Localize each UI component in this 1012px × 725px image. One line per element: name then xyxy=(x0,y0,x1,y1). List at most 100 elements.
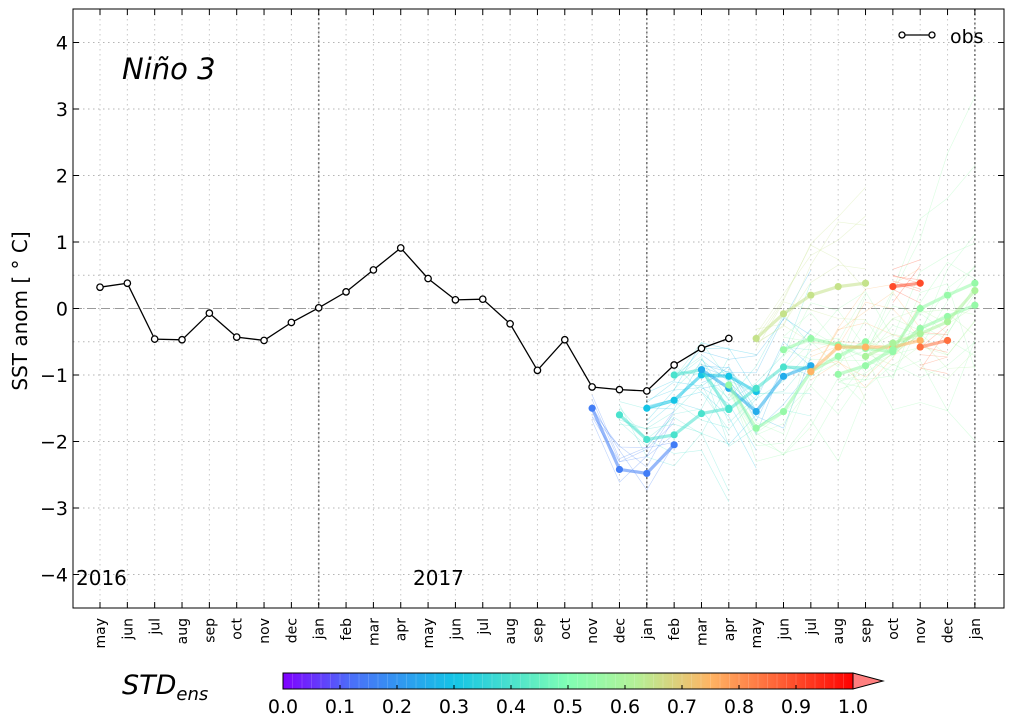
ensemble-member-9-5 xyxy=(838,267,976,391)
forecast-point-5-4 xyxy=(834,352,842,360)
forecast-point-6-0 xyxy=(752,334,760,343)
ensemble-member-7-1 xyxy=(783,234,976,359)
forecast-point-2-1 xyxy=(670,396,678,404)
forecast-point-3-0 xyxy=(670,371,678,379)
forecast-line-12 xyxy=(919,338,948,349)
x-tick-label-25: jun xyxy=(777,618,793,641)
forecast-point-1-1 xyxy=(643,435,651,444)
x-tick-label-24: may xyxy=(749,618,765,649)
colorbar-body xyxy=(282,672,885,690)
ensemble-member-5-6 xyxy=(728,295,866,447)
ensemble-member-4-5 xyxy=(701,356,812,429)
x-tick-label-5: oct xyxy=(230,618,246,640)
x-tick-label-15: aug xyxy=(503,618,519,644)
ensemble-member-5-1 xyxy=(728,362,866,454)
ensemble-member-2-5 xyxy=(646,387,757,451)
forecast-point-11-1 xyxy=(916,279,924,287)
forecast-point-9-3 xyxy=(916,304,924,313)
x-tick-label-21: feb xyxy=(667,618,683,641)
forecast-point-8-1 xyxy=(834,343,842,351)
forecast-point-7-0 xyxy=(779,346,788,354)
y-axis-label: SST anom [ ° C] xyxy=(8,231,32,390)
y-axis-ticks: −4 −3 −2 −1 0 1 2 3 4 xyxy=(40,33,1004,587)
forecast-point-7-7 xyxy=(971,301,979,309)
y-tick-label-2: −2 xyxy=(40,432,68,454)
colorbar-tick-label-8: 0.8 xyxy=(724,696,754,718)
ensemble-member-2-4 xyxy=(646,359,757,411)
x-tick-label-28: sep xyxy=(859,618,875,643)
forecast-point-7-1 xyxy=(807,334,815,343)
x-tick-label-4: sep xyxy=(202,618,218,643)
obs-point-11 xyxy=(396,244,405,252)
x-tick-label-2: jul xyxy=(148,618,164,636)
forecast-point-11-0 xyxy=(889,282,897,291)
legend-obs-label: obs xyxy=(950,26,984,48)
colorbar-label: STDens xyxy=(122,670,208,705)
ensemble-member-11-4 xyxy=(892,276,921,281)
x-tick-label-7: dec xyxy=(284,618,300,643)
ensemble-member-12-6 xyxy=(919,329,948,370)
obs-point-3 xyxy=(178,335,186,344)
forecast-point-5-0 xyxy=(725,381,733,389)
ensemble-member-10-1 xyxy=(865,346,976,380)
legend: obs xyxy=(898,26,984,48)
ensemble-member-7-4 xyxy=(783,283,976,370)
ensemble-member-5-0 xyxy=(728,374,866,436)
x-tick-label-30: nov xyxy=(913,618,929,644)
forecast-point-10-2 xyxy=(916,330,924,338)
ensemble-member-9-2 xyxy=(838,341,976,389)
x-tick-label-32: jan xyxy=(968,618,984,640)
ensemble-member-7-6 xyxy=(783,242,976,343)
x-tick-label-19: dec xyxy=(612,618,628,643)
forecast-point-10-4 xyxy=(971,286,979,295)
obs-point-22 xyxy=(697,344,706,353)
forecast-point-4-2 xyxy=(752,407,760,416)
obs-point-16 xyxy=(533,366,542,375)
forecast-point-10-0 xyxy=(861,352,870,360)
forecast-point-6-4 xyxy=(861,279,870,287)
ensemble-member-5-3 xyxy=(728,383,866,462)
forecast-point-8-2 xyxy=(861,343,870,351)
x-tick-label-29: oct xyxy=(886,618,902,640)
forecast-point-1-0 xyxy=(615,411,624,419)
x-axis-ticks: may jun jul aug sep oct nov dec jan feb mar apr may j… xyxy=(93,9,984,649)
ensemble-member-6-1 xyxy=(756,325,866,400)
ensemble-member-5-4 xyxy=(728,337,866,435)
obs-series xyxy=(96,244,733,395)
x-tick-label-9: feb xyxy=(339,618,355,641)
forecast-point-0-0 xyxy=(588,404,596,412)
x-tick-label-18: nov xyxy=(585,618,601,644)
forecast-point-4-3 xyxy=(779,372,788,380)
obs-point-0 xyxy=(96,283,104,292)
forecast-point-6-1 xyxy=(779,310,788,318)
ensemble-member-6-6 xyxy=(756,264,866,330)
colorbar-tick-label-9: 0.9 xyxy=(781,696,811,718)
colorbar-tick-label-0: 0.0 xyxy=(268,696,298,718)
ensemble-member-12-4 xyxy=(920,356,948,366)
forecast-series xyxy=(588,279,979,478)
forecast-line-9 xyxy=(837,281,976,376)
year-label-2017: 2017 xyxy=(413,566,464,590)
ensemble-member-11-0 xyxy=(892,259,921,270)
forecast-point-2-0 xyxy=(643,404,651,412)
year-boundary-lines xyxy=(317,9,976,608)
x-tick-label-27: aug xyxy=(831,618,847,644)
obs-point-10 xyxy=(369,266,378,274)
ensemble-member-11-6 xyxy=(892,289,921,304)
y-tick-label-4: 0 xyxy=(56,299,68,321)
obs-point-14 xyxy=(478,295,487,304)
ensemble-member-8-0 xyxy=(810,301,921,357)
ensemble-member-1-0 xyxy=(619,404,729,467)
x-tick-label-12: may xyxy=(421,618,437,649)
y-tick-label-3: −1 xyxy=(40,365,68,387)
ensemble-member-1-1 xyxy=(619,383,730,436)
x-tick-label-0: may xyxy=(93,618,109,649)
obs-point-23 xyxy=(724,334,733,343)
colorbar-tick-label-6: 0.6 xyxy=(610,696,640,718)
obs-point-9 xyxy=(342,288,350,296)
ensemble-member-4-4 xyxy=(701,270,812,360)
ensemble-member-0-0 xyxy=(591,409,675,449)
legend-obs-marker-right xyxy=(928,31,936,39)
ensemble-member-11-2 xyxy=(892,274,921,284)
